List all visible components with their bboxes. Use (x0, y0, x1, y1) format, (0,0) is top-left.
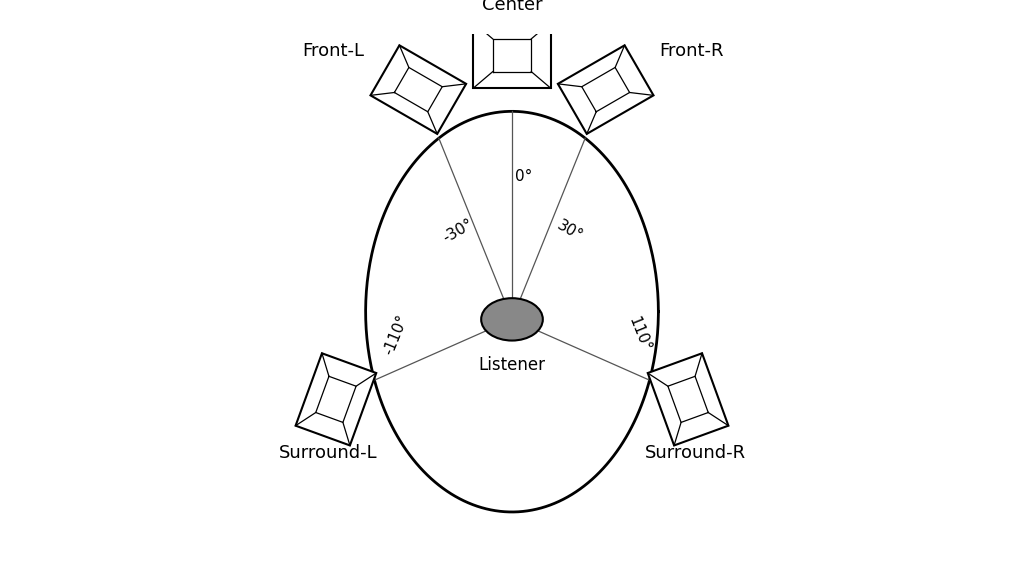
Polygon shape (648, 353, 728, 446)
Polygon shape (558, 45, 653, 134)
Text: -110°: -110° (382, 312, 412, 357)
Text: Front-L: Front-L (302, 42, 365, 60)
Text: 0°: 0° (515, 169, 532, 185)
Text: Surround-L: Surround-L (279, 444, 378, 462)
Text: Listener: Listener (478, 356, 546, 374)
Polygon shape (473, 22, 551, 88)
Text: 30°: 30° (554, 217, 586, 244)
Text: 110°: 110° (626, 315, 653, 355)
Text: Center: Center (481, 0, 543, 14)
Polygon shape (371, 45, 466, 134)
Polygon shape (296, 353, 376, 446)
Text: Surround-R: Surround-R (645, 444, 746, 462)
Text: Front-R: Front-R (659, 42, 724, 60)
Text: -30°: -30° (440, 216, 476, 246)
Ellipse shape (481, 298, 543, 340)
